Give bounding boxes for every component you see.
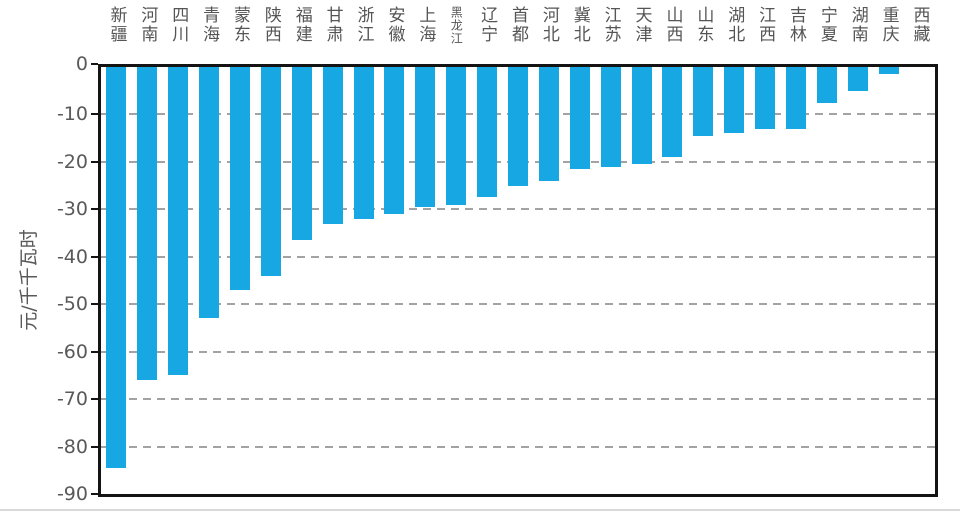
bar-安徽: [384, 67, 405, 215]
plot-inner: [101, 67, 935, 494]
category-label-甘肃: 甘肃: [322, 6, 343, 44]
bar-福建: [291, 67, 312, 241]
gridline: [101, 445, 935, 448]
y-tick-mark: [91, 445, 98, 448]
category-label-河北: 河北: [538, 6, 559, 44]
category-label-江西: 江西: [755, 6, 776, 44]
category-label-湖南: 湖南: [847, 6, 868, 44]
y-tick-mark: [91, 255, 98, 258]
bar-辽宁: [477, 67, 498, 198]
y-tick-mark: [91, 208, 98, 211]
y-tick-mark: [91, 160, 98, 163]
y-tick-mark: [91, 63, 98, 65]
bar-首都: [508, 67, 528, 186]
category-label-辽宁: 辽宁: [477, 6, 498, 44]
category-label-青海: 青海: [199, 6, 220, 44]
category-label-四川: 四川: [168, 6, 189, 44]
bar-冀北: [569, 67, 590, 169]
category-label-首都: 首都: [508, 6, 528, 44]
category-label-冀北: 冀北: [569, 6, 590, 44]
gridline: [101, 350, 935, 353]
y-tick-mark: [91, 493, 98, 495]
bar-重庆: [878, 67, 899, 75]
y-tick-mark: [91, 303, 98, 306]
gridline: [101, 255, 935, 258]
plot-area: [98, 64, 938, 497]
bar-青海: [199, 67, 220, 319]
bar-四川: [168, 67, 189, 376]
bar-山西: [662, 67, 683, 158]
bar-甘肃: [322, 67, 343, 224]
y-tick-label: -60: [56, 340, 88, 363]
bar-宁夏: [816, 67, 837, 103]
category-label-重庆: 重庆: [878, 6, 899, 44]
gridline: [101, 398, 935, 401]
gridline: [101, 208, 935, 211]
bar-河南: [137, 67, 158, 381]
category-label-新疆: 新疆: [106, 6, 127, 44]
y-tick-label: -30: [56, 198, 88, 221]
bar-江西: [755, 67, 776, 129]
y-tick-label: -70: [56, 388, 88, 411]
bar-河北: [538, 67, 559, 181]
bar-黑龙江: [446, 67, 467, 205]
bar-湖北: [724, 67, 745, 134]
category-label-天津: 天津: [631, 6, 652, 44]
category-label-宁夏: 宁夏: [816, 6, 837, 44]
bar-湖南: [847, 67, 868, 91]
y-tick-mark: [91, 398, 98, 401]
y-tick-mark: [91, 350, 98, 353]
bar-天津: [631, 67, 652, 165]
category-label-上海: 上海: [415, 6, 436, 44]
category-label-山东: 山东: [693, 6, 714, 44]
bar-吉林: [786, 67, 806, 129]
y-tick-label: -10: [56, 103, 88, 126]
bottom-divider-line: [0, 509, 960, 511]
bar-山东: [693, 67, 714, 136]
y-tick-label: -50: [56, 293, 88, 316]
y-tick-label: 0: [75, 53, 88, 75]
y-tick-label: -90: [56, 483, 88, 505]
category-label-河南: 河南: [137, 6, 158, 44]
gridline: [101, 303, 935, 306]
bar-浙江: [353, 67, 374, 219]
y-tick-label: -20: [56, 150, 88, 173]
category-label-福建: 福建: [291, 6, 312, 44]
category-label-浙江: 浙江: [353, 6, 374, 44]
y-tick-label: -40: [56, 245, 88, 268]
bar-蒙东: [230, 67, 250, 290]
y-tick-label: -80: [56, 435, 88, 458]
category-label-湖北: 湖北: [724, 6, 745, 44]
category-label-蒙东: 蒙东: [230, 6, 250, 44]
category-label-江苏: 江苏: [600, 6, 621, 44]
bar-新疆: [106, 67, 127, 468]
category-label-吉林: 吉林: [786, 6, 806, 44]
category-label-西藏: 西藏: [909, 6, 930, 44]
category-label-陕西: 陕西: [260, 6, 281, 44]
category-label-山西: 山西: [662, 6, 683, 44]
bar-上海: [415, 67, 436, 207]
y-tick-mark: [91, 113, 98, 116]
category-label-安徽: 安徽: [384, 6, 405, 44]
bar-陕西: [260, 67, 281, 276]
bar-江苏: [600, 67, 621, 167]
category-label-黑龙江: 黑龙江: [449, 6, 464, 45]
